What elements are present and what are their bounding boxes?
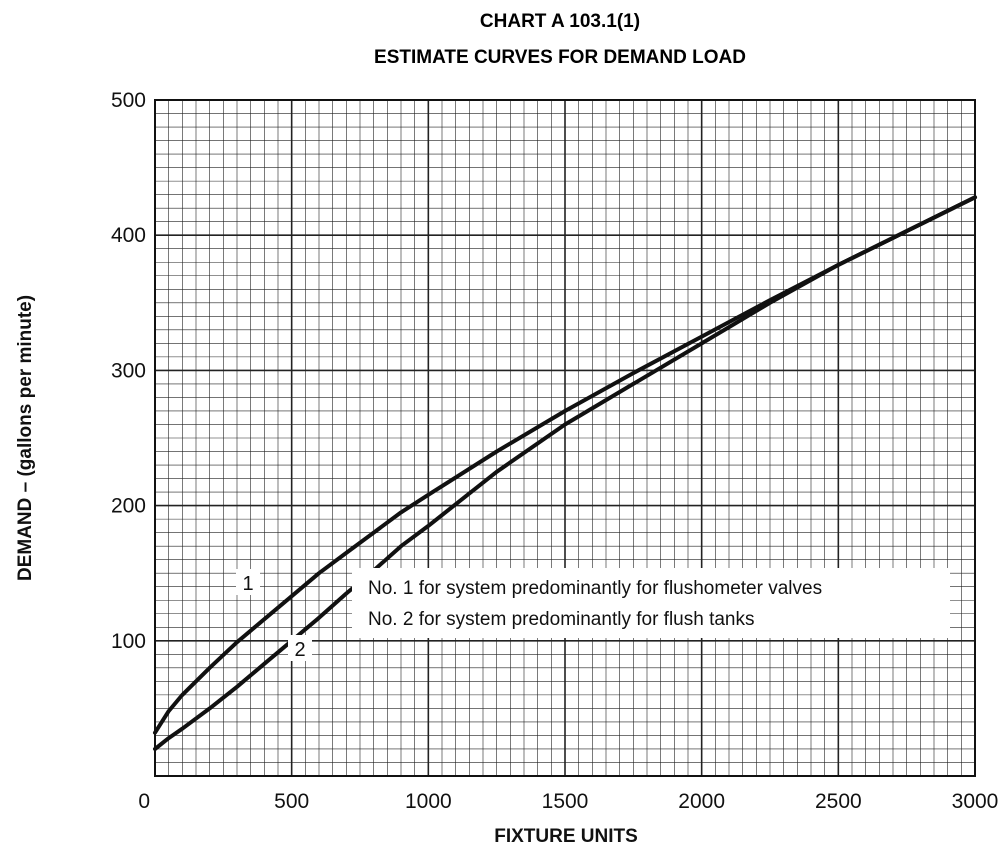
y-tick-label: 400 <box>111 224 146 247</box>
curve-label-1-bg <box>236 569 260 595</box>
x-tick-label: 500 <box>274 790 309 813</box>
chart-title: CHART A 103.1(1) <box>480 11 640 32</box>
y-tick-label: 300 <box>111 359 146 382</box>
y-tick-label: 500 <box>111 89 146 112</box>
curve-label-2-bg <box>288 635 312 661</box>
x-tick-label: 2000 <box>678 790 725 813</box>
y-tick-label: 100 <box>111 630 146 653</box>
series-line-2 <box>153 195 977 751</box>
y-axis-label: DEMAND – (gallons per minute) <box>15 295 36 581</box>
legend-entry-1: No. 1 for system predominantly for flush… <box>368 578 822 599</box>
legend-box <box>352 568 950 638</box>
x-tick-labels: 0 500 1000 1500 2000 2500 3000 <box>138 790 998 813</box>
y-tick-labels: 100 200 300 400 500 <box>111 89 146 653</box>
y-tick-label: 200 <box>111 495 146 518</box>
legend-entry-2: No. 2 for system predominantly for flush… <box>368 609 755 630</box>
curve-label-2: 2 <box>294 639 305 661</box>
x-tick-label: 3000 <box>952 790 999 813</box>
x-tick-label: 1000 <box>405 790 452 813</box>
series-layer <box>153 195 977 751</box>
series-line-1 <box>153 195 977 735</box>
x-tick-label: 1500 <box>542 790 589 813</box>
x-axis-label: FIXTURE UNITS <box>494 826 638 847</box>
plot-frame <box>154 99 976 777</box>
x-tick-label: 0 <box>138 790 150 813</box>
curve-label-1: 1 <box>242 573 253 595</box>
chart-subtitle: ESTIMATE CURVES FOR DEMAND LOAD <box>374 47 746 68</box>
x-tick-label: 2500 <box>815 790 862 813</box>
